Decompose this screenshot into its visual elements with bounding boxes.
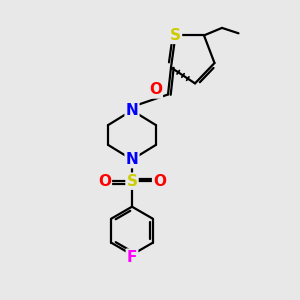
Text: O: O: [153, 174, 166, 189]
Text: N: N: [126, 103, 138, 118]
Text: S: S: [127, 174, 137, 189]
Text: S: S: [170, 28, 181, 43]
Text: N: N: [126, 152, 138, 167]
Text: O: O: [149, 82, 162, 98]
Text: F: F: [127, 250, 137, 265]
Text: O: O: [98, 174, 111, 189]
